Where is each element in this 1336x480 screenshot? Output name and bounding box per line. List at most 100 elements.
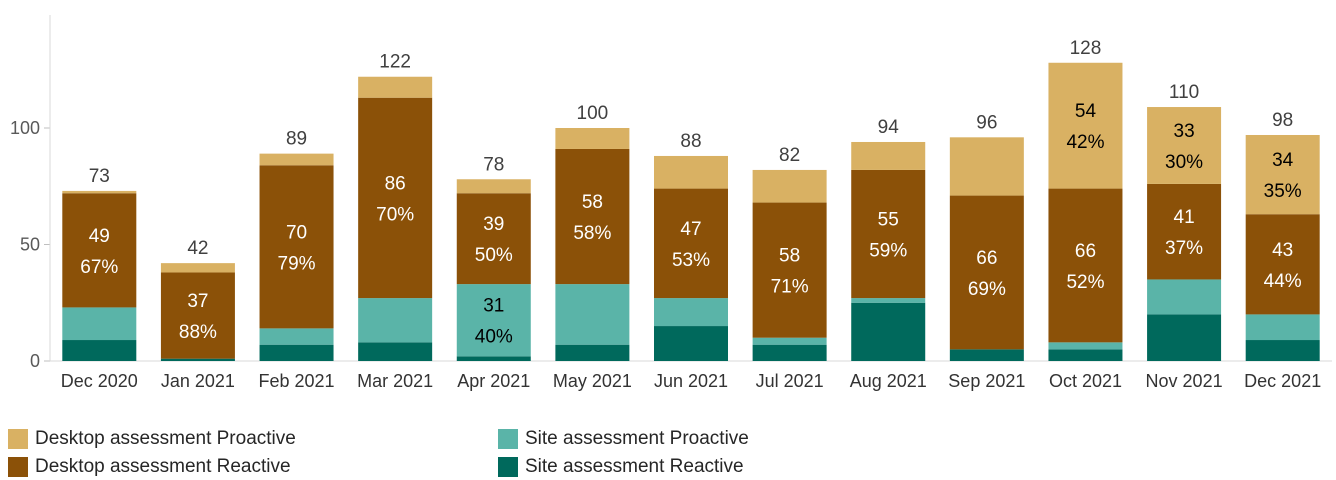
bar-segment-desktop-assessment-reactive-may-2021 bbox=[555, 148, 630, 285]
x-tick-label: Jul 2021 bbox=[756, 371, 824, 391]
segment-value-label: 43 bbox=[1272, 240, 1293, 261]
bar-segment-desktop-assessment-proactive-aug-2021 bbox=[851, 141, 926, 170]
bar-total-label: 122 bbox=[379, 52, 411, 73]
bar-segment-site-assessment-reactive-mar-2021 bbox=[358, 342, 433, 361]
bar-total-label: 42 bbox=[187, 238, 208, 259]
segment-value-label: 33 bbox=[1174, 121, 1195, 142]
bar-segment-site-assessment-reactive-dec-2020 bbox=[62, 340, 137, 361]
legend-swatch-site-proactive bbox=[498, 429, 518, 449]
bar-segment-desktop-assessment-reactive-jun-2021 bbox=[654, 188, 728, 299]
legend-swatch-desktop-reactive bbox=[8, 457, 28, 477]
segment-percent-label: 50% bbox=[475, 245, 513, 266]
legend-item-site-proactive: Site assessment Proactive bbox=[498, 428, 749, 450]
segment-percent-label: 69% bbox=[968, 279, 1006, 300]
bar-segment-desktop-assessment-proactive-jun-2021 bbox=[654, 155, 728, 189]
segment-percent-label: 70% bbox=[376, 204, 414, 225]
bar-segment-desktop-assessment-proactive-dec-2020 bbox=[62, 190, 137, 194]
bar-total-label: 94 bbox=[878, 117, 900, 138]
bar-segment-desktop-assessment-reactive-aug-2021 bbox=[851, 169, 926, 299]
legend-label-desktop-proactive: Desktop assessment Proactive bbox=[35, 428, 296, 449]
segment-percent-label: 58% bbox=[573, 223, 611, 244]
bar-segment-desktop-assessment-reactive-sep-2021 bbox=[949, 195, 1024, 350]
y-tick-label: 100 bbox=[10, 118, 40, 138]
segment-percent-label: 79% bbox=[278, 253, 316, 274]
bar-total-label: 73 bbox=[89, 166, 110, 187]
bar-segment-site-assessment-reactive-sep-2021 bbox=[949, 349, 1024, 361]
segment-value-label: 55 bbox=[878, 210, 899, 231]
bar-segment-site-assessment-proactive-jun-2021 bbox=[654, 298, 728, 327]
legend-label-site-proactive: Site assessment Proactive bbox=[525, 428, 749, 449]
legend-label-desktop-reactive: Desktop assessment Reactive bbox=[35, 456, 291, 477]
stacked-bar-chart: 0 50 100 73 Dec 2020 42 Jan 2021 89 Feb 2021 122 M… bbox=[10, 15, 1332, 391]
x-tick-label: Feb 2021 bbox=[259, 371, 335, 391]
legend-item-desktop-reactive: Desktop assessment Reactive bbox=[8, 456, 291, 478]
bar-segment-site-assessment-reactive-aug-2021 bbox=[851, 302, 926, 361]
segment-value-label: 34 bbox=[1272, 150, 1294, 171]
bar-segment-desktop-assessment-reactive-mar-2021 bbox=[358, 97, 433, 299]
bar-segment-site-assessment-proactive-nov-2021 bbox=[1147, 279, 1222, 315]
bar-segment-site-assessment-proactive-oct-2021 bbox=[1048, 342, 1123, 350]
bar-segment-site-assessment-reactive-nov-2021 bbox=[1147, 314, 1222, 361]
y-tick-label: 50 bbox=[20, 235, 40, 255]
segment-percent-label: 42% bbox=[1066, 132, 1104, 153]
bar-segment-site-assessment-reactive-feb-2021 bbox=[259, 344, 334, 361]
bar-segment-site-assessment-proactive-aug-2021 bbox=[851, 298, 926, 303]
bar-segment-site-assessment-reactive-may-2021 bbox=[555, 344, 630, 361]
x-tick-label: Nov 2021 bbox=[1146, 371, 1223, 391]
bar-total-label: 98 bbox=[1272, 110, 1293, 131]
segment-percent-label: 71% bbox=[771, 277, 809, 298]
bar-segment-desktop-assessment-proactive-dec-2021 bbox=[1245, 134, 1320, 215]
bar-segment-desktop-assessment-reactive-dec-2021 bbox=[1245, 214, 1320, 315]
x-tick-label: May 2021 bbox=[553, 371, 632, 391]
bar-segment-site-assessment-reactive-jan-2021 bbox=[160, 358, 235, 361]
segment-value-label: 86 bbox=[385, 173, 406, 194]
bar-segment-site-assessment-proactive-jul-2021 bbox=[752, 337, 827, 345]
bar-segment-desktop-assessment-proactive-mar-2021 bbox=[358, 76, 433, 98]
bar-segment-desktop-assessment-proactive-oct-2021 bbox=[1048, 62, 1123, 189]
x-tick-label: Jan 2021 bbox=[161, 371, 235, 391]
segment-percent-label: 44% bbox=[1264, 271, 1302, 292]
bar-total-label: 128 bbox=[1070, 38, 1102, 59]
bar-segment-desktop-assessment-reactive-jul-2021 bbox=[752, 202, 827, 338]
segment-value-label: 39 bbox=[483, 214, 504, 235]
bar-segment-desktop-assessment-proactive-jul-2021 bbox=[752, 169, 827, 203]
x-tick-label: Apr 2021 bbox=[457, 371, 530, 391]
y-tick-label: 0 bbox=[30, 351, 40, 371]
segment-percent-label: 67% bbox=[80, 257, 118, 278]
segment-value-label: 54 bbox=[1075, 101, 1097, 122]
bar-segment-site-assessment-proactive-apr-2021 bbox=[456, 284, 531, 357]
segment-value-label: 41 bbox=[1174, 207, 1195, 228]
segment-percent-label: 88% bbox=[179, 322, 217, 343]
x-tick-label: Dec 2020 bbox=[61, 371, 138, 391]
x-tick-label: Dec 2021 bbox=[1244, 371, 1321, 391]
segment-value-label: 58 bbox=[779, 246, 800, 267]
bar-segment-site-assessment-proactive-dec-2020 bbox=[62, 307, 137, 341]
bar-segment-desktop-assessment-proactive-feb-2021 bbox=[259, 153, 334, 166]
segment-value-label: 66 bbox=[976, 248, 997, 269]
x-tick-label: Jun 2021 bbox=[654, 371, 728, 391]
legend-swatch-site-reactive bbox=[498, 457, 518, 477]
x-tick-label: Mar 2021 bbox=[357, 371, 433, 391]
bar-segment-desktop-assessment-proactive-jan-2021 bbox=[160, 263, 235, 273]
bar-segment-desktop-assessment-reactive-apr-2021 bbox=[456, 193, 531, 285]
bar-segment-site-assessment-reactive-jul-2021 bbox=[752, 344, 827, 361]
bar-segment-site-assessment-reactive-jun-2021 bbox=[654, 326, 728, 361]
bar-segment-desktop-assessment-proactive-nov-2021 bbox=[1147, 107, 1222, 184]
x-tick-label: Sep 2021 bbox=[948, 371, 1025, 391]
bar-segment-desktop-assessment-reactive-jan-2021 bbox=[160, 272, 235, 359]
bar-segment-site-assessment-reactive-dec-2021 bbox=[1245, 340, 1320, 361]
bar-segment-site-assessment-reactive-oct-2021 bbox=[1048, 349, 1123, 361]
bar-total-label: 100 bbox=[577, 103, 609, 124]
legend-item-site-reactive: Site assessment Reactive bbox=[498, 456, 744, 478]
segment-value-label: 70 bbox=[286, 222, 307, 243]
bar-segment-desktop-assessment-proactive-may-2021 bbox=[555, 128, 630, 149]
bar-total-label: 88 bbox=[680, 131, 701, 152]
segment-value-label: 49 bbox=[89, 226, 110, 247]
segment-value-label: 37 bbox=[187, 291, 208, 312]
segment-value-label: 66 bbox=[1075, 241, 1096, 262]
legend-label-site-reactive: Site assessment Reactive bbox=[525, 456, 744, 477]
segment-value-label: 47 bbox=[680, 219, 701, 240]
bar-segment-site-assessment-reactive-apr-2021 bbox=[456, 356, 531, 361]
segment-percent-label: 52% bbox=[1066, 272, 1104, 293]
